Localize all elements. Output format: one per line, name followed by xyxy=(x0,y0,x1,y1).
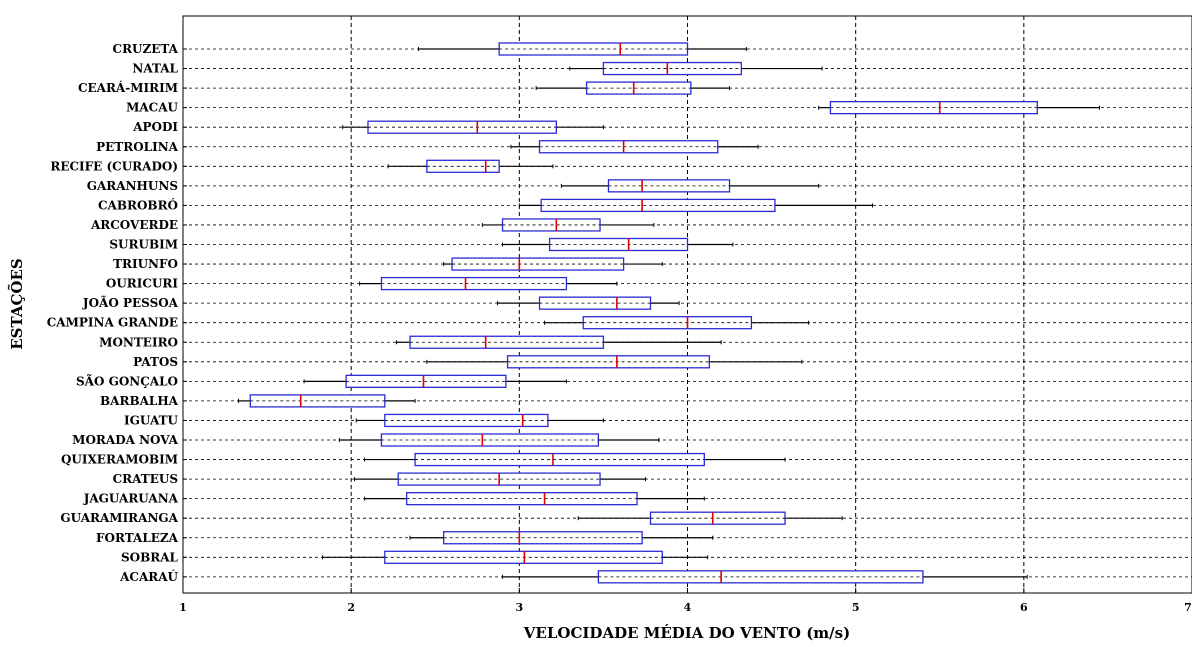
category-label: JAGUARUANA xyxy=(83,492,179,506)
category-label: CAMPINA GRANDE xyxy=(47,316,178,330)
category-labels: CRUZETA NATAL CEARÁ-MIRIM MACAU APODI PETROLI… xyxy=(47,42,179,584)
x-tick-label: 3 xyxy=(516,601,524,614)
category-label: ARCOVERDE xyxy=(90,218,178,232)
box-1 xyxy=(498,42,689,56)
grid-lines xyxy=(182,16,1192,593)
category-label: SÃO GONÇALO xyxy=(76,373,178,388)
category-label: CABROBRÓ xyxy=(98,196,178,212)
category-label: CRATEUS xyxy=(113,472,178,486)
category-label: OURICURI xyxy=(106,277,178,291)
x-tick-label: 4 xyxy=(684,601,692,614)
category-label: JOÃO PESSOA xyxy=(82,295,179,310)
category-label: GUARAMIRANGA xyxy=(60,511,178,525)
x-tick-label: 2 xyxy=(347,601,355,614)
category-label: SOBRAL xyxy=(121,550,179,564)
category-label: GARANHUNS xyxy=(87,179,178,193)
category-label: APODI xyxy=(132,120,178,134)
category-label: ACARAÚ xyxy=(119,568,178,584)
x-tick-label: 5 xyxy=(852,601,860,614)
category-label: MACAU xyxy=(126,101,178,115)
x-tick-labels: 1 2 3 4 5 6 7 xyxy=(179,601,1192,614)
category-label: CRUZETA xyxy=(113,42,179,56)
category-label: MONTEIRO xyxy=(99,335,178,349)
box-3 xyxy=(585,81,692,95)
category-label: FORTALEZA xyxy=(96,531,179,545)
boxes-layer xyxy=(237,42,1101,584)
category-label: CEARÁ-MIRIM xyxy=(78,80,178,95)
box-5 xyxy=(367,120,557,134)
x-axis-title: VELOCIDADE MÉDIA DO VENTO (m/s) xyxy=(523,624,850,642)
category-label: QUIXERAMOBIM xyxy=(61,453,178,467)
category-label: IGUATU xyxy=(124,413,179,427)
category-label: RECIFE (CURADO) xyxy=(50,159,178,173)
x-tick-label: 6 xyxy=(1020,601,1028,614)
category-label: TRIUNFO xyxy=(113,257,178,271)
category-label: BARBALHA xyxy=(100,394,179,408)
category-label: PATOS xyxy=(133,355,178,369)
category-label: NATAL xyxy=(132,62,178,76)
category-label: MORADA NOVA xyxy=(72,433,179,447)
x-tick-label: 7 xyxy=(1184,601,1192,614)
category-label: PETROLINA xyxy=(96,140,179,154)
y-axis-title: ESTAÇÕES xyxy=(7,258,26,350)
x-tick-label: 1 xyxy=(179,601,187,614)
category-label: SURUBIM xyxy=(109,238,178,252)
